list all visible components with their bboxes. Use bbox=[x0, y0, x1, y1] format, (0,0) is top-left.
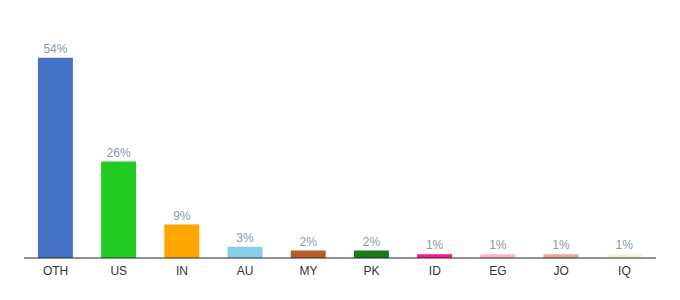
svg-text:US: US bbox=[110, 264, 127, 278]
svg-text:EG: EG bbox=[489, 264, 506, 278]
svg-text:MY: MY bbox=[299, 264, 317, 278]
svg-text:IQ: IQ bbox=[618, 264, 631, 278]
svg-text:ID: ID bbox=[429, 264, 441, 278]
svg-text:2%: 2% bbox=[363, 235, 381, 249]
svg-text:IN: IN bbox=[176, 264, 188, 278]
svg-text:PK: PK bbox=[364, 264, 380, 278]
svg-text:AU: AU bbox=[237, 264, 254, 278]
svg-text:OTH: OTH bbox=[43, 264, 68, 278]
svg-text:9%: 9% bbox=[173, 209, 191, 223]
svg-text:3%: 3% bbox=[236, 231, 254, 245]
svg-text:2%: 2% bbox=[300, 235, 318, 249]
svg-text:1%: 1% bbox=[489, 238, 507, 252]
svg-text:54%: 54% bbox=[43, 42, 67, 56]
svg-text:1%: 1% bbox=[552, 238, 570, 252]
svg-text:1%: 1% bbox=[426, 238, 444, 252]
svg-text:JO: JO bbox=[554, 264, 569, 278]
svg-text:26%: 26% bbox=[107, 146, 131, 160]
svg-text:1%: 1% bbox=[616, 238, 634, 252]
